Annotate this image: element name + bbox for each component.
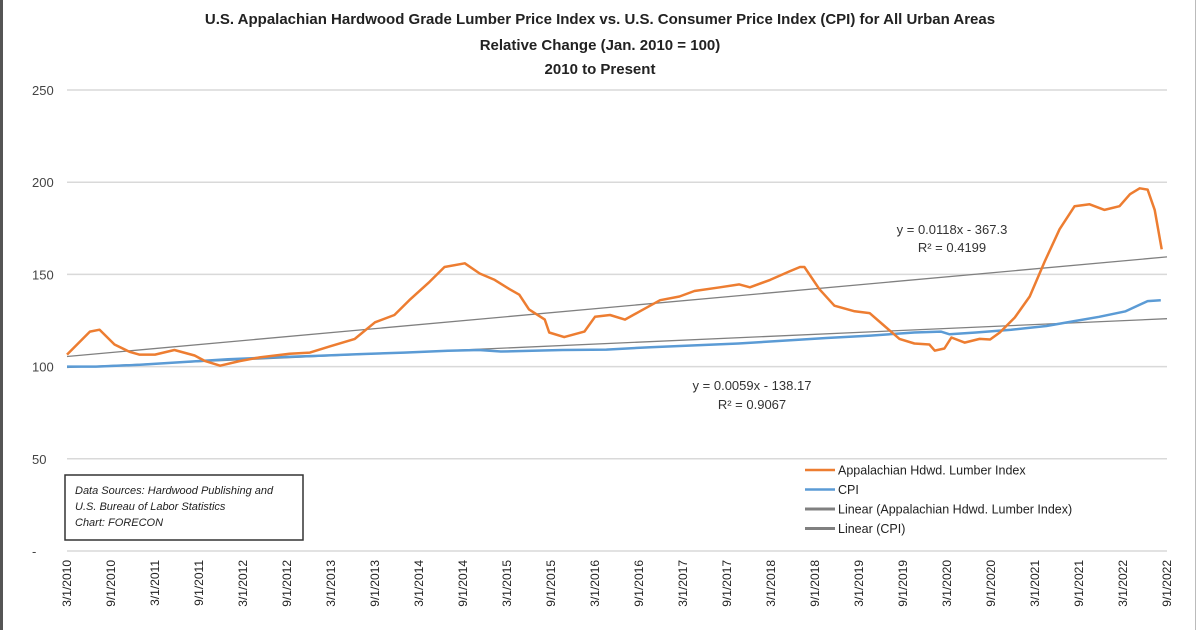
x-tick-label: 3/1/2019 [852,560,866,607]
x-tick-label: 3/1/2020 [940,560,954,607]
legend: Appalachian Hdwd. Lumber Index CPI Linear … [805,464,1072,536]
source-note-line: U.S. Bureau of Labor Statistics [75,501,226,513]
x-tick-label: 3/1/2015 [500,560,514,607]
chart-period: 2010 to Present [545,61,656,78]
chart-subtitle: Relative Change (Jan. 2010 = 100) [480,37,721,54]
x-tick-label: 9/1/2021 [1072,560,1086,607]
y-tick-label: 100 [32,360,54,375]
x-tick-label: 9/1/2013 [368,560,382,607]
y-tick-label: 250 [32,83,54,98]
x-tick-label: 3/1/2010 [60,560,74,607]
y-tick-label: - [32,544,36,559]
x-tick-label: 3/1/2018 [764,560,778,607]
x-tick-label: 9/1/2022 [1160,560,1174,607]
x-tick-label: 9/1/2016 [632,560,646,607]
y-tick-label: 150 [32,267,54,282]
chart-title: U.S. Appalachian Hardwood Grade Lumber P… [205,11,995,28]
x-tick-label: 9/1/2011 [192,560,206,606]
x-tick-label: 9/1/2020 [984,560,998,607]
x-tick-label: 3/1/2013 [324,560,338,607]
series-line [66,187,1163,367]
legend-label: Linear (CPI) [838,522,905,536]
series-line [67,298,1161,368]
x-tick-label: 9/1/2018 [808,560,822,607]
x-tick-label: 3/1/2021 [1028,560,1042,607]
x-tick-label: 9/1/2017 [720,560,734,607]
source-note-line: Data Sources: Hardwood Publishing and [75,485,274,497]
legend-label: CPI [838,483,859,497]
x-tick-label: 3/1/2022 [1116,560,1130,607]
lumber-trend-r2: R² = 0.4199 [918,240,986,255]
x-tick-label: 9/1/2010 [104,560,118,607]
source-note-box: Data Sources: Hardwood Publishing and U.… [64,474,304,541]
cpi-trend-r2: R² = 0.9067 [718,397,786,412]
cpi-trend-equation: y = 0.0059x - 138.17 [693,378,812,393]
source-note-line: Chart: FORECON [75,517,163,529]
x-tick-label: 3/1/2012 [236,560,250,607]
x-tick-label: 3/1/2011 [148,560,162,606]
legend-label: Linear (Appalachian Hdwd. Lumber Index) [838,503,1072,517]
trendline [66,256,1168,358]
x-tick-label: 3/1/2016 [588,560,602,607]
y-tick-label: 50 [32,452,46,467]
x-tick-label: 9/1/2012 [280,560,294,607]
lumber-trend-equation: y = 0.0118x - 367.3 [897,222,1008,237]
x-tick-label: 9/1/2014 [456,560,470,607]
x-tick-label: 3/1/2014 [412,560,426,607]
x-tick-label: 9/1/2019 [896,560,910,607]
y-tick-label: 200 [32,175,54,190]
legend-label: Appalachian Hdwd. Lumber Index [838,464,1026,478]
x-tick-label: 3/1/2017 [676,560,690,607]
x-tick-label: 9/1/2015 [544,560,558,607]
